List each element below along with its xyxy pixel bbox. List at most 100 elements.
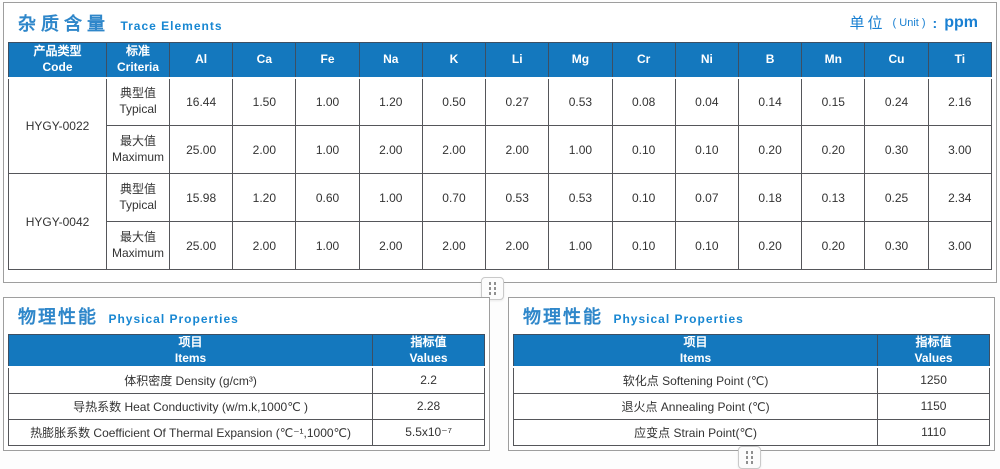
- col-header-ni: Ni: [674, 42, 739, 79]
- item-cell: 应变点 Strain Point(℃): [512, 418, 879, 446]
- col-header-k: K: [421, 42, 487, 79]
- value-cell: 16.44: [168, 77, 234, 126]
- table-row: 最大值 Maximum 25.00 2.00 1.00 2.00 2.00 2.…: [9, 125, 993, 174]
- value-cell: 2.28: [372, 392, 485, 420]
- table-row: 体积密度 Density (g/cm³) 2.2: [7, 366, 485, 394]
- value-cell: 0.14: [737, 77, 803, 126]
- col-header-mg: Mg: [548, 42, 613, 79]
- criteria-cell: 最大值 Maximum: [106, 125, 170, 174]
- value-cell: 0.70: [421, 173, 487, 222]
- value-cell: 0.30: [864, 221, 929, 270]
- table-row: 退火点 Annealing Point (℃) 1150: [512, 392, 990, 420]
- table-row: 导热系数 Heat Conductivity (w/m.k,1000℃ ) 2.…: [7, 392, 485, 420]
- col-header-items: 项目 Items: [512, 334, 879, 369]
- value-cell: 0.20: [801, 125, 866, 174]
- value-cell: 0.60: [295, 173, 360, 222]
- physical-left-title-en: Physical Properties: [108, 312, 239, 326]
- col-header-al: Al: [168, 42, 234, 79]
- value-cell: 1110: [877, 418, 990, 446]
- physical-right-table: 项目 Items 指标值 Values 软化点 Softening Point (℃…: [512, 334, 990, 446]
- physical-right-title: 物理性能 Physical Properties: [523, 303, 744, 329]
- value-cell: 0.20: [737, 221, 803, 270]
- header-row: 产品类型 Code 标准 Criteria Al Ca Fe Na K Li Mg …: [8, 42, 993, 79]
- value-cell: 0.25: [864, 173, 929, 222]
- table-row: HYGY-0022 典型值 Typical 16.44 1.50 1.00 1.…: [8, 77, 993, 174]
- physical-left-table: 项目 Items 指标值 Values 体积密度 Density (g/cm³) 2…: [7, 334, 485, 446]
- value-cell: 25.00: [168, 125, 234, 174]
- physical-right-title-zh: 物理性能: [523, 307, 603, 327]
- value-cell: 0.53: [548, 173, 613, 222]
- value-cell: 15.98: [168, 173, 234, 222]
- value-cell: 1.50: [232, 77, 297, 126]
- value-cell: 0.10: [611, 173, 676, 222]
- value-cell: 2.00: [358, 125, 423, 174]
- table-row: HYGY-0042 典型值 Typical 15.98 1.20 0.60 1.…: [8, 173, 993, 270]
- value-cell: 0.15: [801, 77, 866, 126]
- physical-left-titlebar: 物理性能 Physical Properties: [4, 298, 489, 334]
- drag-handle-icon[interactable]: [481, 277, 504, 300]
- value-cell: 3.00: [927, 125, 993, 174]
- value-cell: 2.00: [421, 221, 487, 270]
- value-cell: 2.00: [485, 221, 550, 270]
- criteria-cell: 最大值 Maximum: [106, 221, 170, 270]
- table-row: 最大值 Maximum 25.00 2.00 1.00 2.00 2.00 2.…: [9, 221, 993, 270]
- col-header-criteria: 标准 Criteria: [106, 42, 170, 79]
- physical-properties-left-panel: 物理性能 Physical Properties 项目 Items 指标值 Valu…: [3, 297, 490, 451]
- value-cell: 2.00: [232, 125, 297, 174]
- value-cell: 0.53: [548, 77, 613, 126]
- physical-right-titlebar: 物理性能 Physical Properties: [509, 298, 994, 334]
- criteria-cell: 典型值 Typical: [106, 77, 170, 126]
- value-cell: 2.00: [358, 221, 423, 270]
- product-code: HYGY-0022: [8, 77, 107, 174]
- header-row: 项目 Items 指标值 Values: [7, 334, 485, 369]
- value-cell: 2.34: [927, 173, 993, 222]
- value-cell: 0.27: [485, 77, 550, 126]
- value-cell: 25.00: [168, 221, 234, 270]
- value-cell: 2.2: [372, 366, 485, 394]
- value-cell: 1150: [877, 392, 990, 420]
- value-cell: 0.08: [611, 77, 676, 126]
- col-header-code: 产品类型 Code: [8, 42, 107, 79]
- value-cell: 0.13: [801, 173, 866, 222]
- value-cell: 0.20: [737, 125, 803, 174]
- col-header-cr: Cr: [611, 42, 676, 79]
- item-cell: 退火点 Annealing Point (℃): [512, 392, 879, 420]
- product-code: HYGY-0042: [8, 173, 107, 270]
- value-cell: 0.10: [674, 125, 739, 174]
- physical-properties-right-panel: 物理性能 Physical Properties 项目 Items 指标值 Valu…: [508, 297, 995, 451]
- drag-handle-bottom-icon[interactable]: [738, 446, 761, 469]
- table-row: 应变点 Strain Point(℃) 1110: [512, 418, 990, 446]
- header-row: 项目 Items 指标值 Values: [512, 334, 990, 369]
- value-cell: 2.00: [485, 125, 550, 174]
- value-cell: 0.10: [611, 125, 676, 174]
- value-cell: 2.16: [927, 77, 993, 126]
- item-cell: 热膨胀系数 Coefficient Of Thermal Expansion (…: [7, 418, 374, 446]
- col-header-mn: Mn: [801, 42, 866, 79]
- value-cell: 0.10: [611, 221, 676, 270]
- trace-elements-panel: 杂质含量 Trace Elements 单位 ( Unit ) : ppm 产品…: [3, 2, 997, 283]
- value-cell: 0.10: [674, 221, 739, 270]
- value-cell: 1.00: [548, 221, 613, 270]
- value-cell: 0.50: [421, 77, 487, 126]
- trace-elements-table: 产品类型 Code 标准 Criteria Al Ca Fe Na K Li Mg …: [8, 42, 993, 270]
- col-header-items: 项目 Items: [7, 334, 374, 369]
- col-header-li: Li: [485, 42, 550, 79]
- value-cell: 1.00: [295, 221, 360, 270]
- value-cell: 3.00: [927, 221, 993, 270]
- col-header-cu: Cu: [864, 42, 929, 79]
- value-cell: 1.20: [358, 77, 423, 126]
- grid-dots-icon: [488, 282, 497, 295]
- unit-colon: :: [932, 14, 938, 31]
- value-cell: 1.20: [232, 173, 297, 222]
- table-row: 热膨胀系数 Coefficient Of Thermal Expansion (…: [7, 418, 485, 446]
- item-cell: 导热系数 Heat Conductivity (w/m.k,1000℃ ): [7, 392, 374, 420]
- unit-zh: 单位: [849, 15, 886, 32]
- col-header-values: 指标值 Values: [877, 334, 990, 369]
- unit-paren: ( Unit ): [892, 16, 926, 29]
- item-cell: 体积密度 Density (g/cm³): [7, 366, 374, 394]
- table-row: 软化点 Softening Point (℃) 1250: [512, 366, 990, 394]
- value-cell: 1250: [877, 366, 990, 394]
- col-header-ti: Ti: [927, 42, 993, 79]
- col-header-ca: Ca: [232, 42, 297, 79]
- item-cell: 软化点 Softening Point (℃): [512, 366, 879, 394]
